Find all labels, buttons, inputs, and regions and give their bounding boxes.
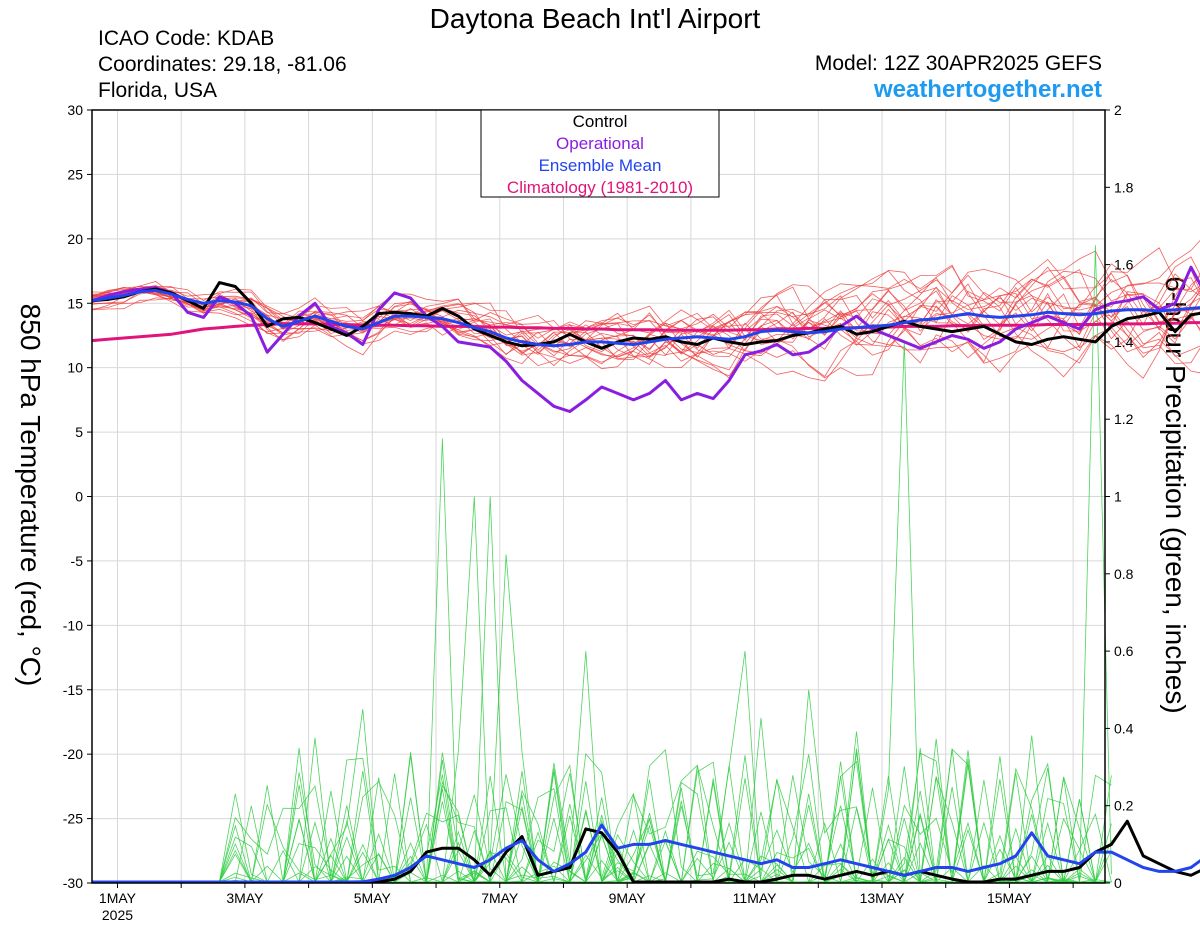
legend-entry: Control xyxy=(573,112,628,131)
left-tick-label: 20 xyxy=(67,231,83,247)
x-tick-label: 5MAY xyxy=(354,890,392,906)
left-tick-label: -5 xyxy=(71,553,84,569)
x-tick-label: 1MAY xyxy=(99,890,137,906)
precip-member-line xyxy=(92,748,1112,883)
left-tick-label: 15 xyxy=(67,295,83,311)
icao-code: ICAO Code: KDAB xyxy=(98,27,275,50)
right-tick-label: 1.8 xyxy=(1114,179,1134,195)
left-tick-label: 30 xyxy=(67,102,83,118)
main-series xyxy=(91,265,1200,884)
right-tick-label: 0.4 xyxy=(1114,720,1134,736)
temp-member-line xyxy=(91,287,1200,355)
x-tick-label: 7MAY xyxy=(481,890,519,906)
legend-entry: Operational xyxy=(556,134,644,153)
temp-member-line xyxy=(91,274,1200,379)
left-tick-label: -15 xyxy=(63,682,83,698)
axis-ticks: 302520151050-5-10-15-20-25-3021.81.61.41… xyxy=(63,102,1134,923)
left-tick-label: 5 xyxy=(75,424,83,440)
legend-entry: Climatology (1981-2010) xyxy=(507,178,693,197)
legend: Control Operational Ensemble Mean Climatolo… xyxy=(480,109,720,198)
legend-box xyxy=(480,109,720,198)
right-tick-label: 0.2 xyxy=(1114,798,1134,814)
right-tick-label: 2 xyxy=(1114,102,1122,118)
right-tick-label: 1.4 xyxy=(1114,334,1134,350)
right-tick-label: 1 xyxy=(1114,489,1122,505)
website-link[interactable]: weathertogether.net xyxy=(873,76,1102,103)
coordinates: Coordinates: 29.18, -81.06 xyxy=(98,53,347,76)
temp-member-line xyxy=(91,273,1200,370)
temp-control-line xyxy=(91,281,1200,350)
x-tick-label: 9MAY xyxy=(609,890,647,906)
x-tick-label: 11MAY xyxy=(733,890,777,906)
x-tick-label: 3MAY xyxy=(226,890,264,906)
left-tick-label: 0 xyxy=(75,489,83,505)
left-tick-label: -10 xyxy=(63,617,83,633)
temp-member-line xyxy=(91,285,1200,358)
grid xyxy=(92,109,1105,884)
right-tick-label: 0 xyxy=(1114,875,1122,891)
x-tick-label: 13MAY xyxy=(860,890,906,906)
right-tick-label: 1.6 xyxy=(1114,257,1134,273)
precip-member-line xyxy=(92,751,1112,883)
left-tick-label: -25 xyxy=(63,811,83,827)
left-tick-label: 10 xyxy=(67,360,83,376)
right-tick-label: 0.6 xyxy=(1114,643,1134,659)
precip-ensemble-mean-line xyxy=(92,823,1200,884)
left-tick-label: -20 xyxy=(63,746,83,762)
left-tick-label: -30 xyxy=(63,875,83,891)
chart-title: Daytona Beach Int'l Airport xyxy=(429,3,761,34)
temp-operational-line xyxy=(91,265,1200,413)
x-year-label: 2025 xyxy=(102,907,133,923)
right-tick-label: 0.8 xyxy=(1114,566,1134,582)
left-tick-label: 25 xyxy=(67,166,83,182)
temp-member-line xyxy=(91,239,1200,379)
model-run: Model: 12Z 30APR2025 GEFS xyxy=(814,52,1102,75)
x-tick-label: 15MAY xyxy=(987,890,1033,906)
location: Florida, USA xyxy=(98,79,218,102)
legend-entry: Ensemble Mean xyxy=(539,156,662,175)
right-tick-label: 1.2 xyxy=(1114,411,1134,427)
temp-member-line xyxy=(91,266,1200,357)
temp-member-line xyxy=(91,269,1200,365)
temp-ensemble-mean-line xyxy=(91,288,1200,348)
